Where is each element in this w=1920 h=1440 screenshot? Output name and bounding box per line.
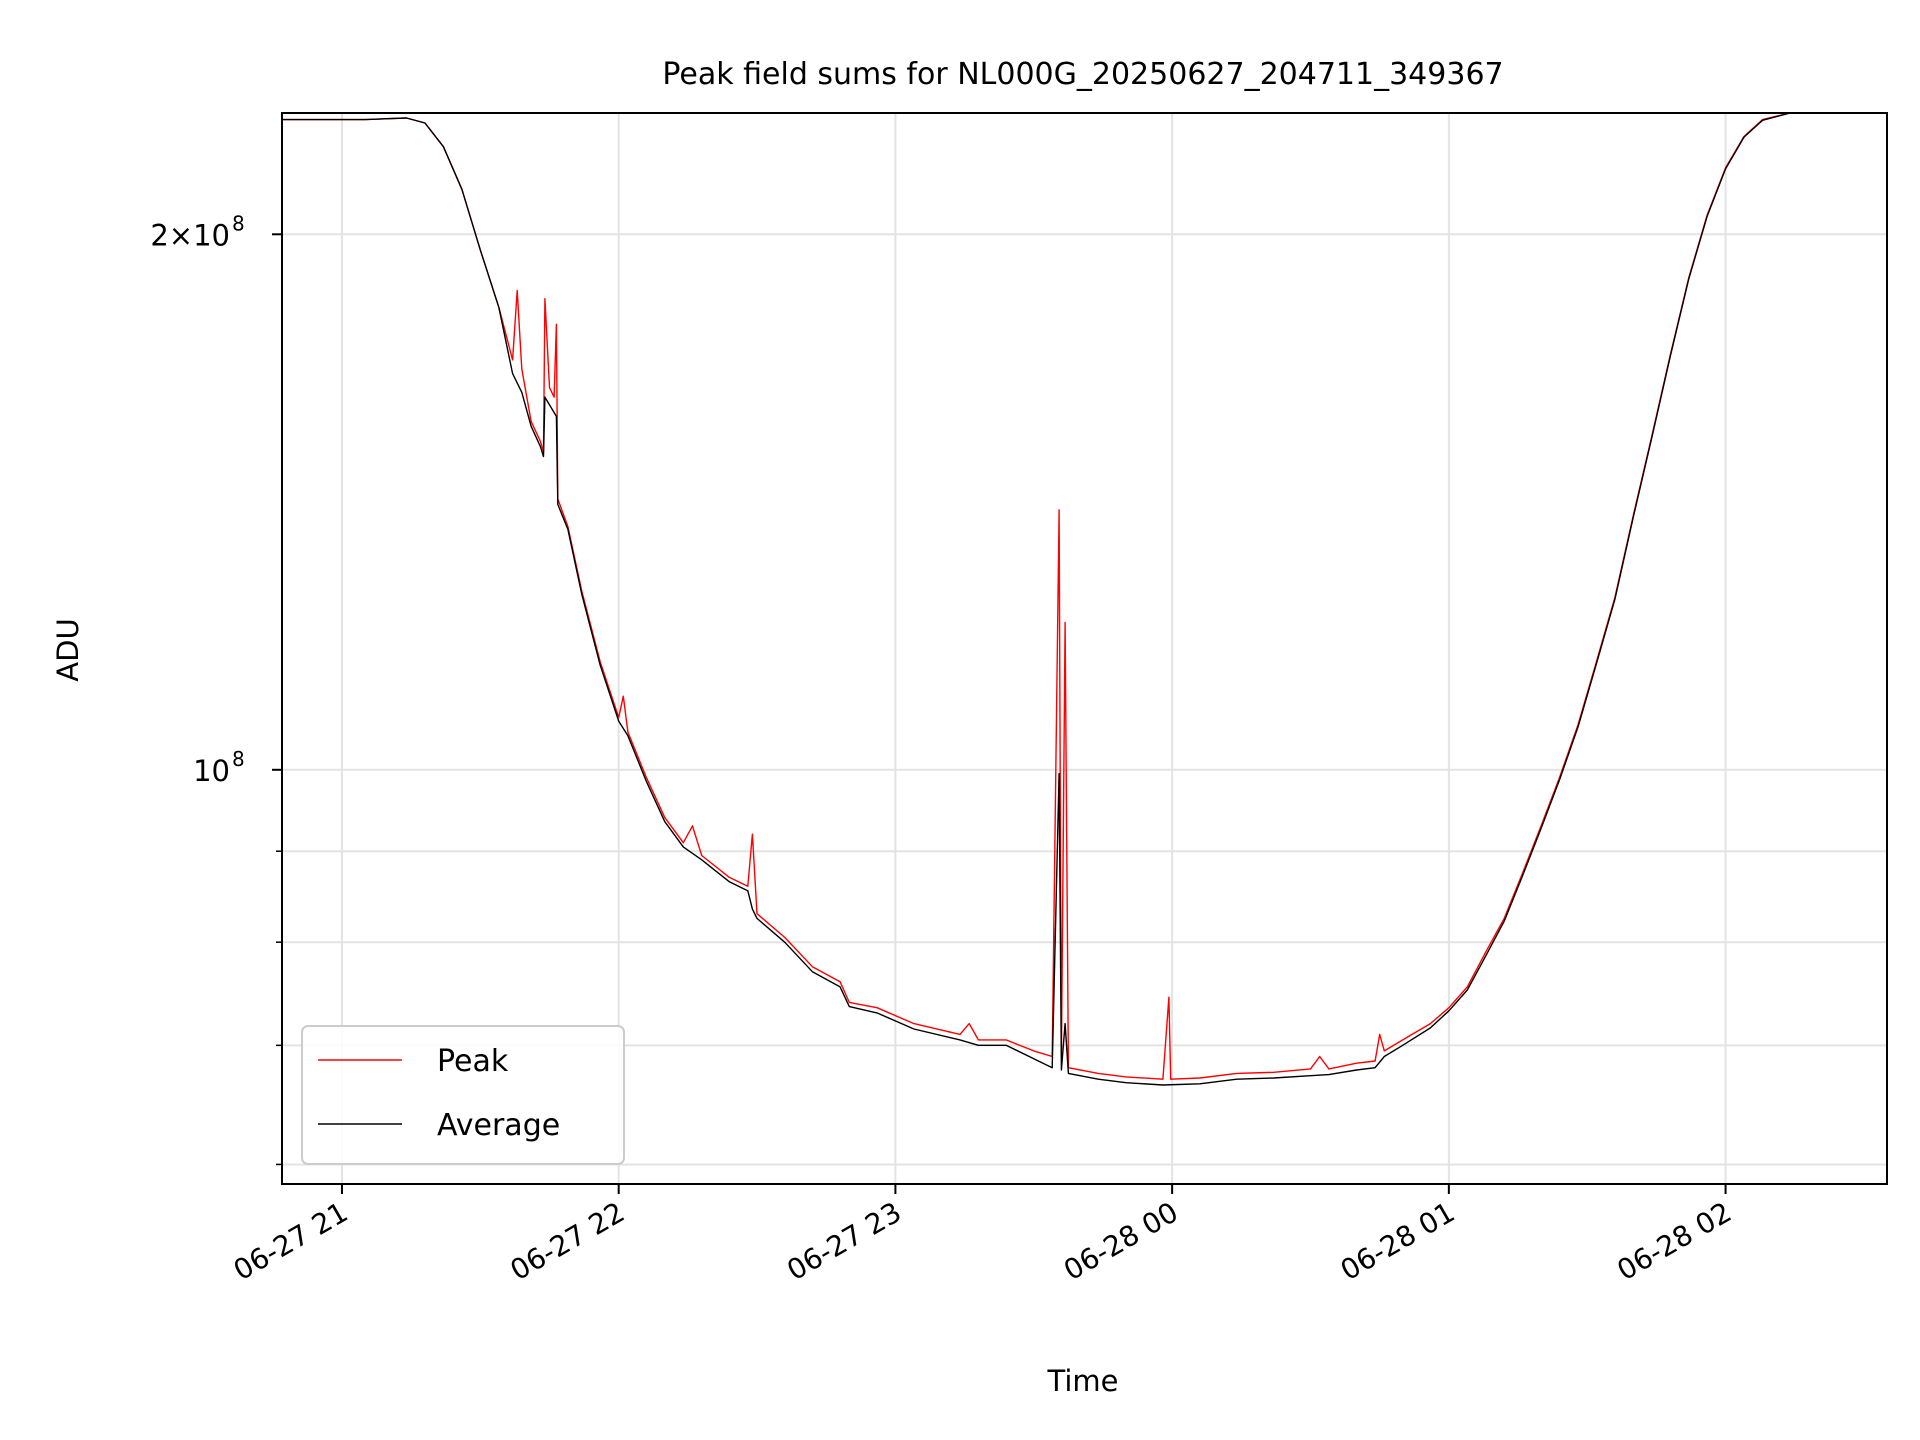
x-tick-label: 06-28 01 xyxy=(1335,1195,1461,1287)
legend: Peak Average xyxy=(301,1025,625,1165)
x-tick-label: 06-27 22 xyxy=(505,1195,631,1287)
series-lines xyxy=(282,112,1887,1086)
chart-title: Peak field sums for NL000G_20250627_2047… xyxy=(662,57,1503,92)
x-tick-label: 06-28 00 xyxy=(1058,1195,1184,1287)
x-tick-label: 06-28 02 xyxy=(1612,1195,1738,1287)
y-tick-label: 2×10 xyxy=(150,218,230,252)
x-tick-label: 06-27 21 xyxy=(228,1195,354,1287)
series-peak-line xyxy=(282,112,1887,1080)
legend-label-average: Average xyxy=(437,1108,560,1143)
x-axis-ticks: 06-27 21 06-27 22 06-27 23 06-28 00 06-28 01… xyxy=(228,1184,1737,1287)
y-tick-label-exponent: 8 xyxy=(232,747,245,771)
plot-frame xyxy=(281,112,1888,1185)
legend-label-peak: Peak xyxy=(437,1044,509,1079)
gridlines xyxy=(282,113,1887,1184)
y-tick-label: 10 xyxy=(193,754,230,788)
x-axis-label: Time xyxy=(1047,1364,1119,1398)
y-axis-ticks: 2×10 810 8 xyxy=(150,211,282,1166)
series-average-line xyxy=(282,112,1887,1086)
y-tick-label-exponent: 8 xyxy=(232,211,245,235)
y-axis-label: ADU xyxy=(51,618,85,681)
x-tick-label: 06-27 23 xyxy=(781,1195,907,1287)
